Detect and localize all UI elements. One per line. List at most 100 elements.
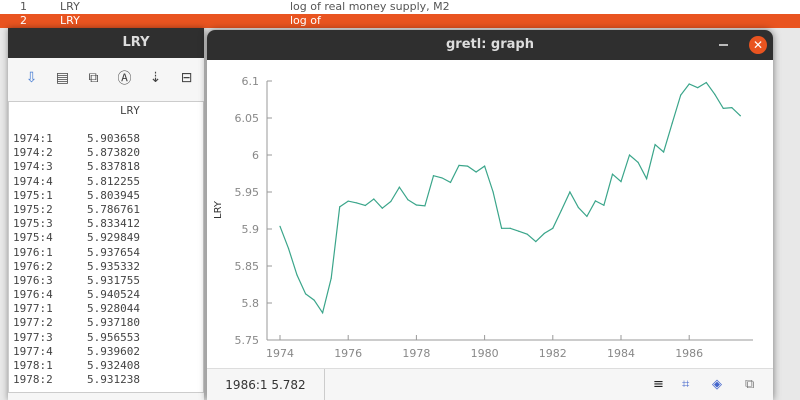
data-point — [356, 202, 358, 204]
list-item: 1978:2 5.931238 — [9, 373, 203, 387]
status-bar: 1986:1 5.782 ≡ ⌗ ◈ ⧉ — [207, 368, 773, 400]
series-line — [279, 81, 741, 315]
data-point — [364, 204, 366, 207]
data-point — [501, 227, 503, 229]
minimize-button[interactable] — [719, 44, 728, 46]
x-tick-label: 1976 — [334, 347, 362, 360]
list-item: 1975:2 5.786761 — [9, 203, 203, 217]
data-point — [671, 122, 673, 124]
copy-icon[interactable]: ⧉ — [88, 70, 99, 86]
row-date: 1977:4 — [13, 344, 53, 358]
data-point — [424, 205, 426, 207]
data-point — [731, 107, 733, 109]
x-tick-label: 1982 — [539, 347, 567, 360]
data-point — [560, 209, 562, 212]
data-point — [390, 200, 392, 203]
x-tick-label: 1984 — [607, 347, 635, 360]
data-point — [398, 186, 400, 188]
row-date: 1976:3 — [13, 273, 53, 287]
row-value: 5.939602 — [87, 344, 140, 358]
sort-icon[interactable]: ⇣ — [149, 70, 162, 86]
row-value: 5.803945 — [87, 188, 140, 202]
cursor-coordinates: 1986:1 5.782 — [207, 369, 325, 400]
data-window-title: LRY — [8, 28, 204, 58]
data-point — [714, 93, 716, 95]
export-icon[interactable]: ⧉ — [745, 377, 755, 392]
data-point — [304, 293, 307, 295]
data-point — [449, 181, 452, 183]
zoom-icon[interactable]: ⌗ — [682, 377, 690, 392]
save-icon[interactable]: ⇩ — [25, 70, 38, 86]
graph-window-title: gretl: graph — [446, 37, 534, 52]
y-axis-label: LRY — [213, 200, 224, 219]
row-value: 5.837818 — [87, 160, 140, 174]
y-tick-label: 5.8 — [242, 297, 260, 310]
y-tick-label: 6.1 — [242, 75, 260, 88]
row-date: 1978:2 — [13, 373, 53, 387]
row-value: 5.931755 — [87, 273, 140, 287]
row-desc: log of real money supply, M2 — [290, 0, 450, 13]
row-value: 5.812255 — [87, 174, 140, 188]
list-item: 1976:2 5.935332 — [9, 260, 203, 274]
data-point — [339, 206, 341, 208]
row-date: 1977:1 — [13, 302, 53, 316]
find-icon[interactable]: Ⓐ — [117, 71, 132, 87]
menu-icon[interactable]: ≡ — [653, 377, 664, 392]
data-point — [441, 177, 443, 179]
row-date: 1974:4 — [13, 174, 53, 188]
line-chart[interactable]: 5.75 5.8 5.85 5.9 5.95 6 6.05 6.1 1974 1976 1978 19… — [207, 60, 773, 368]
list-item: 1976:3 5.931755 — [9, 274, 203, 288]
series-list-row-2[interactable]: 2 LRY log of — [0, 14, 800, 28]
list-item: 1977:3 5.956553 — [9, 331, 203, 345]
fit-icon[interactable]: ◈ — [712, 377, 722, 392]
row-name: LRY — [60, 14, 80, 27]
data-point — [569, 191, 571, 193]
data-toolbar: ⇩ ▤ ⧉ Ⓐ ⇣ ⊟ — [8, 58, 204, 98]
y-tick-label: 5.75 — [235, 334, 260, 347]
row-index: 2 — [20, 14, 27, 27]
row-value: 5.956553 — [87, 330, 140, 344]
data-point — [722, 107, 724, 109]
list-item: 1978:1 5.932408 — [9, 359, 203, 373]
data-point — [663, 151, 665, 153]
list-item: 1977:1 5.928044 — [9, 302, 203, 316]
row-value: 5.903658 — [87, 132, 140, 145]
data-point — [603, 204, 605, 206]
row-date: 1978:1 — [13, 359, 53, 372]
column-header: LRY — [120, 104, 140, 117]
data-point — [518, 230, 520, 232]
edit-icon[interactable]: ⊟ — [180, 70, 193, 86]
data-point — [347, 200, 349, 202]
data-point — [611, 173, 614, 175]
data-point — [466, 165, 469, 167]
data-window: LRY ⇩ ▤ ⧉ Ⓐ ⇣ ⊟ LRY 1974:1 5.903658 1974:2… — [8, 28, 204, 400]
data-point — [628, 154, 631, 156]
data-point — [484, 165, 486, 167]
list-item: 1975:1 5.803945 — [9, 189, 203, 203]
data-point — [654, 144, 656, 146]
x-tick-label: 1986 — [675, 347, 703, 360]
list-item: 1977:2 5.937180 — [9, 316, 203, 330]
series-list-row-1[interactable]: 1 LRY log of real money supply, M2 — [0, 0, 800, 14]
row-name: LRY — [60, 0, 80, 13]
data-list[interactable]: LRY 1974:1 5.903658 1974:2 5.873820 1974:3 5.… — [8, 101, 204, 393]
print-icon[interactable]: ▤ — [55, 70, 70, 86]
list-item: 1976:1 5.937654 — [9, 246, 203, 260]
list-item: 1974:2 5.873820 — [9, 146, 203, 160]
close-button[interactable]: ✕ — [749, 36, 767, 54]
row-date: 1976:2 — [13, 259, 53, 273]
row-date: 1974:3 — [13, 160, 53, 174]
data-point — [688, 83, 690, 85]
data-point — [680, 94, 682, 96]
data-point — [543, 232, 545, 235]
row-date: 1977:2 — [13, 316, 53, 330]
data-point — [381, 207, 383, 209]
row-index: 1 — [20, 0, 27, 13]
row-value: 5.931238 — [87, 373, 140, 387]
y-tick-label: 6 — [252, 149, 259, 162]
y-tick-label: 5.95 — [235, 186, 260, 199]
row-desc: log of — [290, 14, 321, 27]
graph-window-titlebar: gretl: graph ✕ — [207, 30, 773, 60]
data-point — [322, 312, 324, 314]
y-tick-label: 5.85 — [235, 260, 260, 273]
